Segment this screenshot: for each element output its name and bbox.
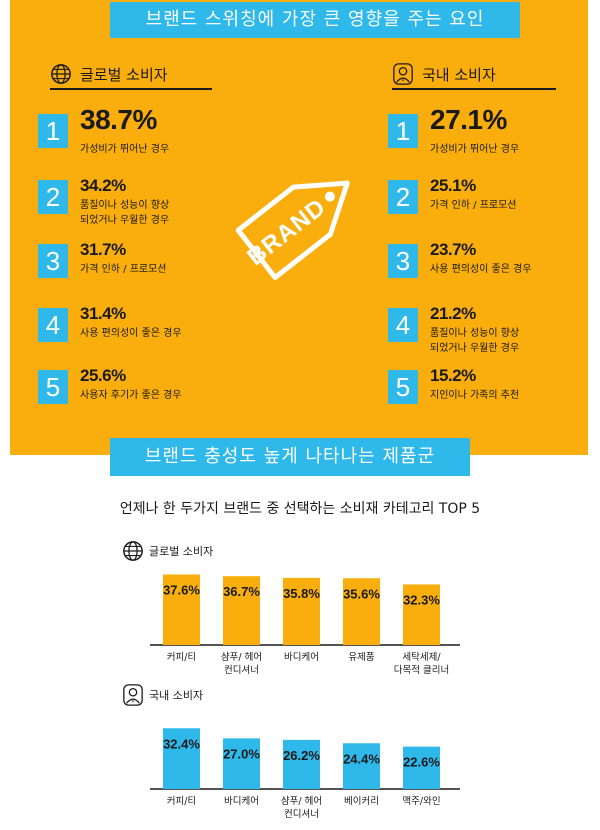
bar <box>343 578 380 645</box>
rank-description: 사용 편의성이 좋은 경우 <box>80 328 182 339</box>
category-label: 샴푸/ 헤어 <box>281 795 322 807</box>
data-label: 32.3% <box>403 592 440 607</box>
domestic-consumer-label: 국내 소비자 <box>422 65 496 84</box>
rank-percent: 27.1% <box>430 104 507 135</box>
rank-number: 3 <box>38 244 68 278</box>
data-label: 35.8% <box>283 586 320 601</box>
list-item: 4 31.4% 사용 편의성이 좋은 경우 <box>38 304 238 354</box>
list-item: 3 31.7% 가격 인하 / 프로모션 <box>38 240 238 290</box>
bar <box>343 743 380 789</box>
category-label: 샴푸/ 헤어 <box>221 651 262 663</box>
rank-description: 지인이나 가족의 추천 <box>430 390 520 401</box>
rank-percent: 15.2% <box>430 366 476 385</box>
data-label: 37.6% <box>163 583 200 598</box>
data-label: 26.2% <box>283 748 320 763</box>
person-icon <box>123 684 143 706</box>
data-label: 27.0% <box>223 746 260 761</box>
chart-title: 언제나 한 두가지 브랜드 중 선택하는 소비재 카테고리 TOP 5 <box>119 501 481 517</box>
rank-number: 2 <box>388 180 418 214</box>
globe-icon <box>123 541 143 561</box>
list-item: 5 15.2% 지인이나 가족의 추천 <box>388 366 588 416</box>
person-icon <box>393 63 413 85</box>
domestic-chart-header: 국내 소비자 <box>122 684 203 706</box>
switching-factors-panel: 브랜드 스위칭에 가장 큰 영향을 주는 요인 글로벌 소비자 국내 소비자 1… <box>10 0 588 455</box>
list-item: 1 27.1% 가성비가 뛰어난 경우 <box>388 104 588 160</box>
category-label: 맥주/와인 <box>402 795 440 807</box>
bar <box>403 746 440 789</box>
data-label: 22.6% <box>403 755 440 770</box>
rank-percent: 21.2% <box>430 304 476 323</box>
list-item: 3 23.7% 사용 편의성이 좋은 경우 <box>388 240 588 290</box>
list-item: 1 38.7% 가성비가 뛰어난 경우 <box>38 104 238 160</box>
category-label: 커피/티 <box>167 796 196 807</box>
domestic-chart-label: 국내 소비자 <box>149 689 204 702</box>
rank-number: 1 <box>38 114 68 148</box>
global-consumer-header: 글로벌 소비자 <box>50 60 212 90</box>
rank-number: 3 <box>388 244 418 278</box>
category-label: 다목적 클리너 <box>394 664 449 676</box>
rank-percent: 23.7% <box>430 240 476 259</box>
rank-number: 4 <box>388 308 418 342</box>
rank-description: 가성비가 뛰어난 경우 <box>430 144 520 155</box>
rank-number: 2 <box>38 180 68 214</box>
rank-description: 사용 편의성이 좋은 경우 <box>430 264 532 275</box>
category-label: 바디케어 <box>284 652 319 663</box>
rank-description: 사용자 후기가 좋은 경우 <box>80 390 182 401</box>
data-label: 32.4% <box>163 736 200 751</box>
category-label: 유제품 <box>348 652 374 663</box>
page-title: 브랜드 스위칭에 가장 큰 영향을 주는 요인 <box>110 2 520 38</box>
data-label: 35.6% <box>343 586 380 601</box>
bar <box>223 738 260 789</box>
list-item: 2 34.2% 품질이나 성능이 향상 되었거나 우월한 경우 <box>38 176 238 226</box>
bar <box>283 577 320 645</box>
data-label: 24.4% <box>343 751 380 766</box>
rank-percent: 25.6% <box>80 366 126 385</box>
rank-percent: 25.1% <box>430 176 476 195</box>
rank-description: 가성비가 뛰어난 경우 <box>80 144 170 155</box>
list-item: 2 25.1% 가격 인하 / 프로모션 <box>388 176 588 226</box>
rank-description: 가격 인하 / 프로모션 <box>80 264 167 275</box>
list-item: 5 25.6% 사용자 후기가 좋은 경우 <box>38 366 238 416</box>
rank-percent: 31.7% <box>80 240 126 259</box>
domestic-consumer-header: 국내 소비자 <box>392 60 556 90</box>
rank-description: 품질이나 성능이 향상 되었거나 우월한 경우 <box>430 328 520 354</box>
globe-icon <box>51 64 71 84</box>
bar <box>283 739 320 789</box>
bar <box>163 574 200 645</box>
rank-percent: 31.4% <box>80 304 126 323</box>
rank-number: 4 <box>38 308 68 342</box>
global-chart-label: 글로벌 소비자 <box>149 545 214 558</box>
global-chart-header: 글로벌 소비자 <box>122 540 213 562</box>
section-title: 브랜드 충성도 높게 나타나는 제품군 <box>110 438 470 476</box>
category-label: 베이커리 <box>344 796 379 807</box>
global-consumer-label: 글로벌 소비자 <box>80 65 168 84</box>
category-label: 컨디셔너 <box>224 665 259 676</box>
rank-number: 5 <box>38 370 68 404</box>
data-label: 36.7% <box>223 584 260 599</box>
bar <box>163 728 200 789</box>
category-label: 바디케어 <box>224 796 259 807</box>
rank-percent: 38.7% <box>80 104 157 135</box>
category-label: 세탁세제/ <box>402 651 441 663</box>
rank-number: 5 <box>388 370 418 404</box>
rank-percent: 34.2% <box>80 176 126 195</box>
bar <box>403 584 440 645</box>
orange-background <box>10 0 588 455</box>
category-label: 컨디셔너 <box>284 809 319 820</box>
category-label: 커피/티 <box>167 652 196 663</box>
list-item: 4 21.2% 품질이나 성능이 향상 되었거나 우월한 경우 <box>388 304 588 354</box>
rank-number: 1 <box>388 114 418 148</box>
rank-description: 품질이나 성능이 향상 되었거나 우월한 경우 <box>80 200 170 226</box>
brand-tag-illustration: BRAND <box>235 180 350 281</box>
bar <box>223 576 260 645</box>
rank-description: 가격 인하 / 프로모션 <box>430 200 517 211</box>
